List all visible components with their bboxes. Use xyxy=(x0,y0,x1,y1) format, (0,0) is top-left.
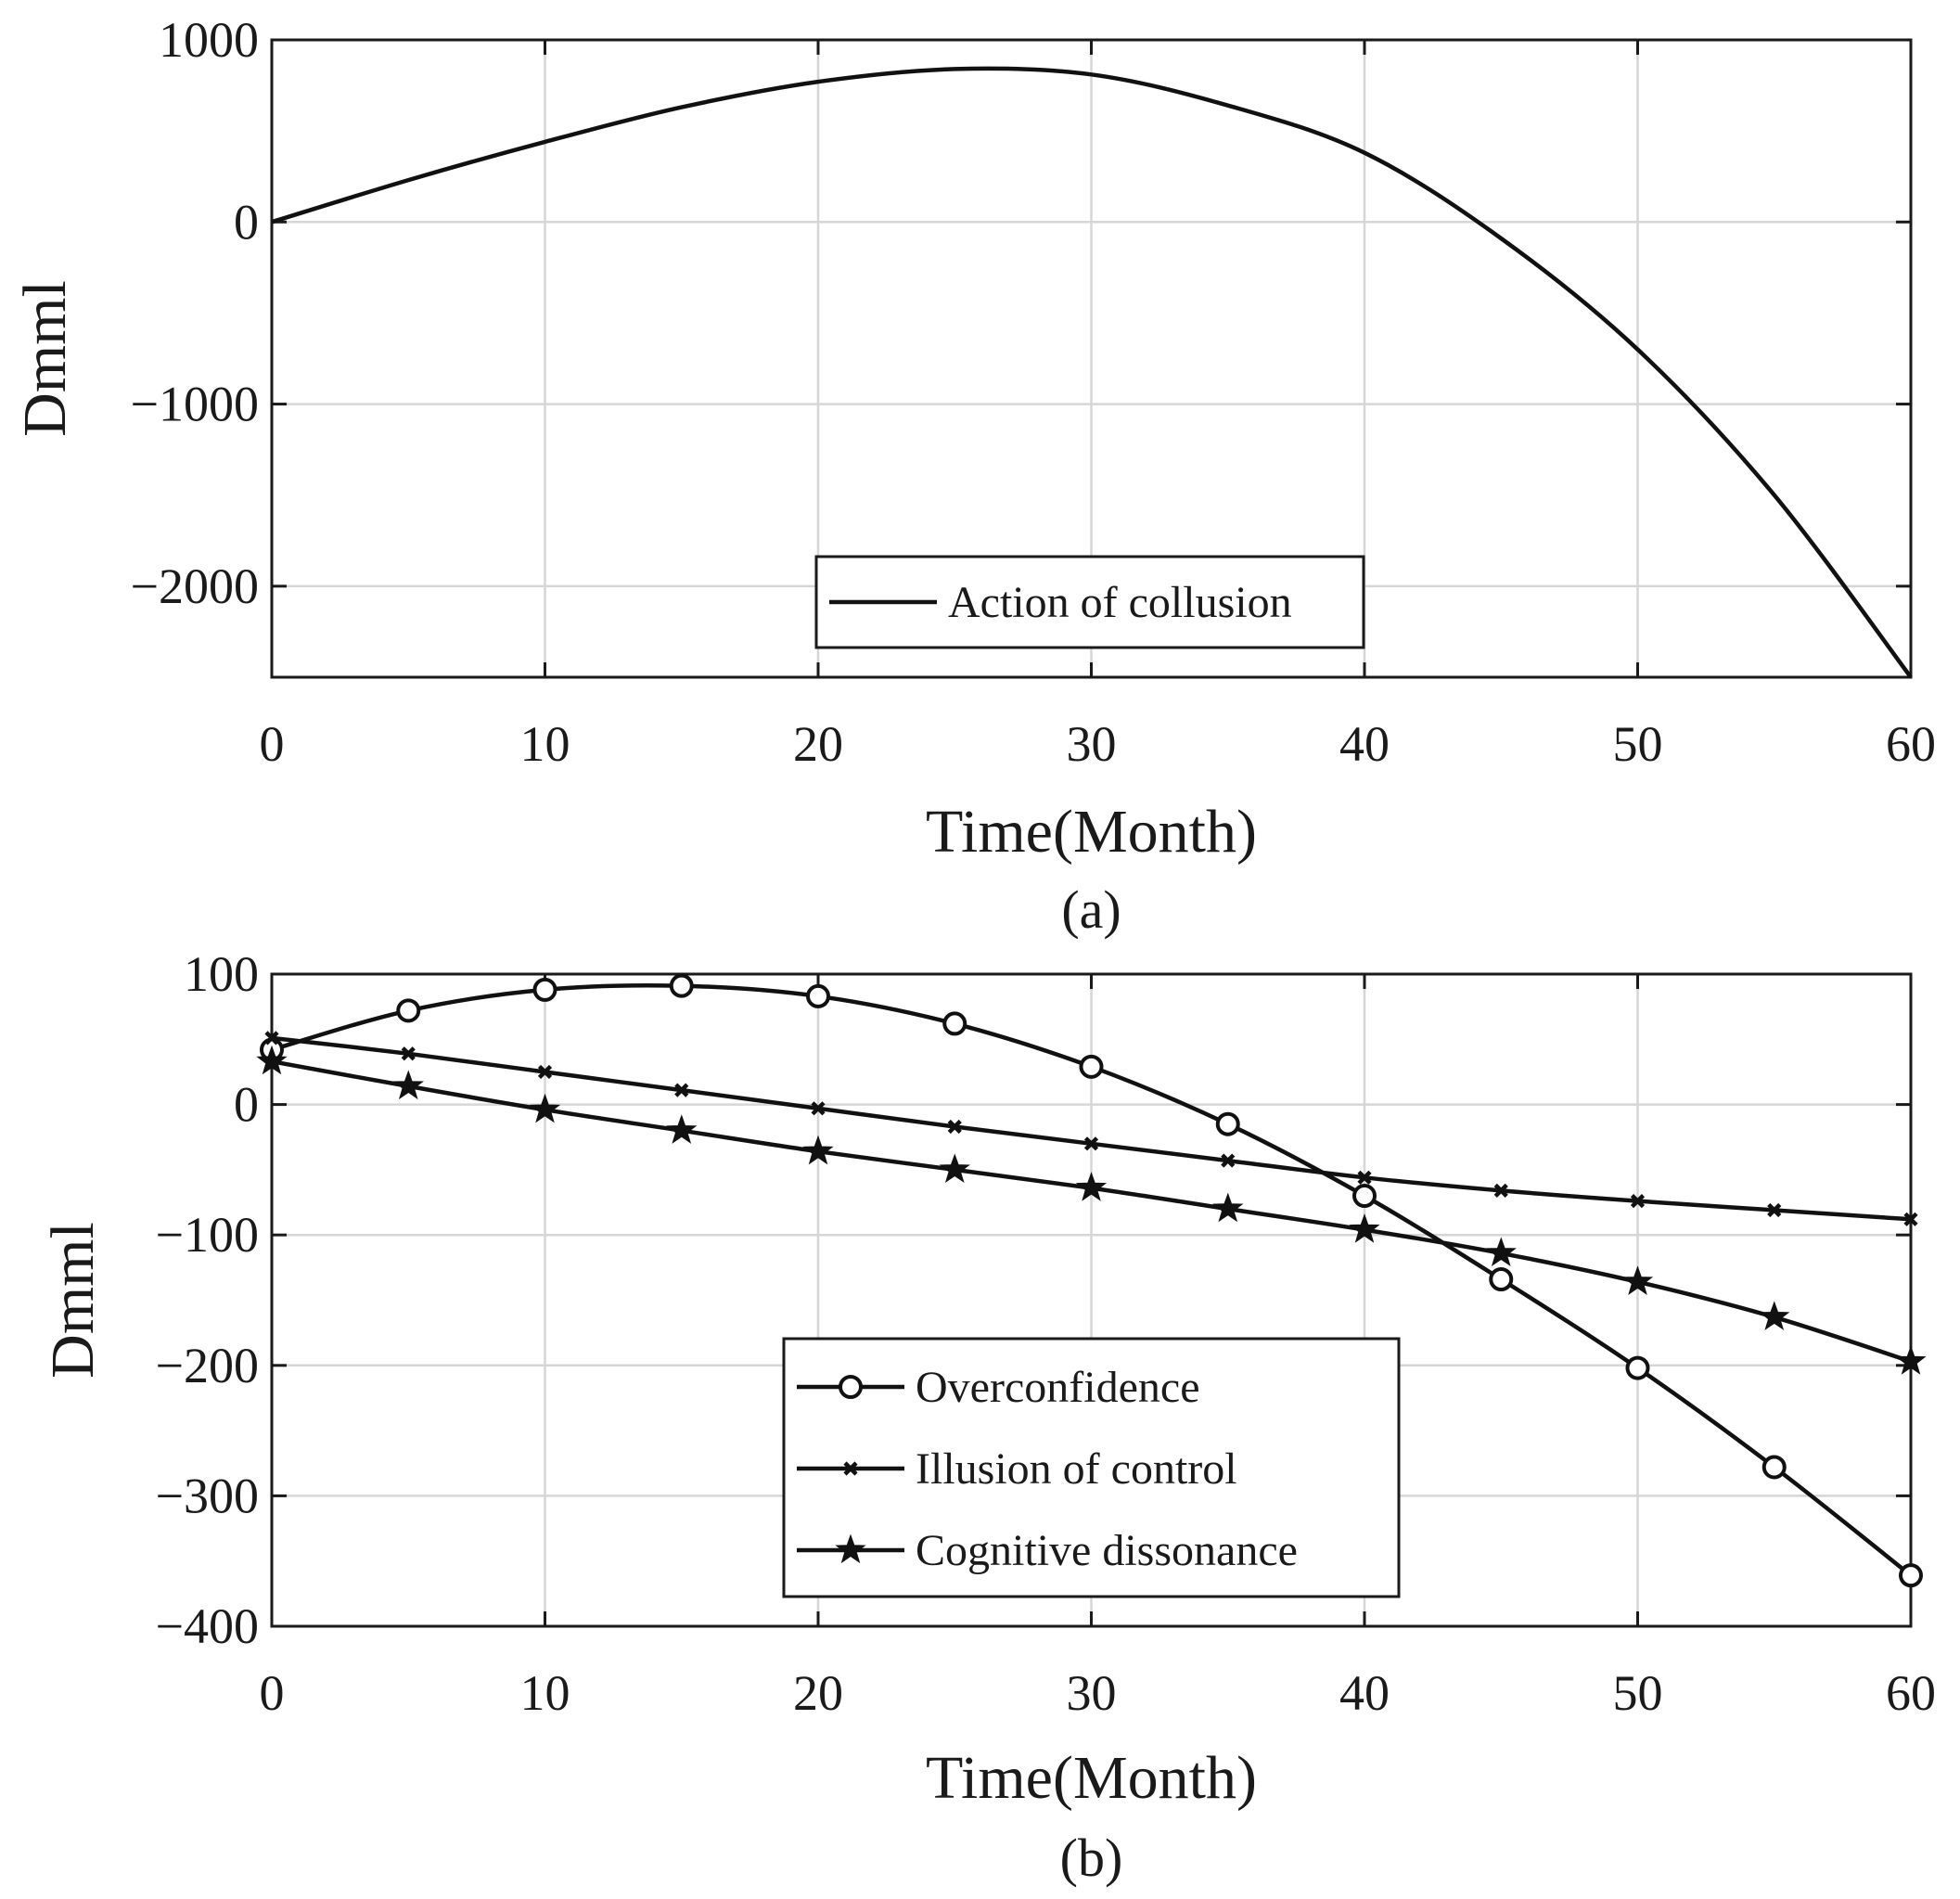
chart-panel-b: 0 10 20 30 40 50 60 100 0 −100 −200 −300 −400 Time(Mo… xyxy=(39,946,1936,1888)
marker-x xyxy=(537,1064,553,1080)
x-tick-label: 40 xyxy=(1339,716,1390,772)
y-tick-label: 0 xyxy=(234,1077,259,1133)
marker-star xyxy=(1621,1265,1654,1296)
marker-circle xyxy=(532,977,557,1002)
marker-circle xyxy=(1215,1111,1240,1136)
y-axis-title: Dmml xyxy=(39,1222,107,1379)
marker-x xyxy=(843,1461,858,1476)
x-tick-label: 10 xyxy=(520,1665,570,1721)
y-tick-label: −1000 xyxy=(131,377,259,432)
marker-star xyxy=(1895,1345,1927,1375)
marker-circle xyxy=(669,973,694,998)
y-tick-label: −300 xyxy=(156,1468,259,1523)
marker-x xyxy=(1493,1183,1508,1198)
marker-x xyxy=(1767,1202,1782,1218)
x-tick-label: 30 xyxy=(1067,716,1117,772)
x-axis-title: Time(Month) xyxy=(926,798,1257,866)
panel-caption: (a) xyxy=(1061,879,1121,940)
marker-x xyxy=(1221,1153,1236,1168)
marker-x xyxy=(674,1083,689,1097)
chart-panel-a: 0 10 20 30 40 50 60 1000 0 −1000 −2000 Time(Month) D… xyxy=(11,12,1936,940)
series-overconfidence xyxy=(260,973,1923,1588)
marker-star xyxy=(1212,1192,1244,1223)
x-tick-label: 10 xyxy=(520,716,570,772)
marker-x xyxy=(264,1031,279,1046)
marker-circle xyxy=(1079,1054,1104,1079)
marker-x xyxy=(1083,1136,1099,1151)
y-tick-label: −100 xyxy=(156,1207,259,1263)
marker-circle xyxy=(1899,1563,1923,1588)
marker-star xyxy=(1485,1237,1517,1267)
marker-star xyxy=(392,1070,424,1100)
marker-star xyxy=(666,1114,698,1144)
marker-star xyxy=(1349,1213,1380,1243)
marker-x xyxy=(947,1119,962,1135)
marker-circle xyxy=(1489,1267,1514,1292)
marker-circle xyxy=(839,1375,863,1399)
y-tick-label: −200 xyxy=(156,1338,259,1393)
marker-circle xyxy=(1761,1455,1787,1480)
x-tick-label: 60 xyxy=(1886,716,1936,772)
marker-circle xyxy=(1625,1355,1650,1380)
x-tick-label: 30 xyxy=(1067,1665,1117,1721)
marker-star xyxy=(1075,1172,1108,1201)
series-illusion-of-control xyxy=(264,1031,1918,1226)
x-tick-label: 50 xyxy=(1613,716,1663,772)
marker-x xyxy=(401,1046,416,1061)
marker-x xyxy=(1903,1212,1918,1226)
marker-circle xyxy=(396,998,421,1023)
legend-entry-label: Overconfidence xyxy=(916,1363,1200,1412)
legend: Overconfidence Illusion of control Cogniti… xyxy=(782,1337,1401,1598)
marker-star xyxy=(1759,1301,1790,1330)
y-tick-label: −400 xyxy=(156,1598,259,1654)
marker-star xyxy=(529,1093,561,1123)
legend-entry-label: Action of collusion xyxy=(948,578,1292,627)
legend: Action of collusion xyxy=(814,555,1365,649)
x-tick-label: 60 xyxy=(1886,1665,1936,1721)
x-tick-label: 20 xyxy=(793,716,843,772)
marker-star xyxy=(835,1533,866,1564)
y-tick-label: 0 xyxy=(234,194,259,250)
marker-x xyxy=(1357,1170,1372,1185)
panel-caption: (b) xyxy=(1060,1828,1123,1888)
x-tick-label: 0 xyxy=(260,1665,285,1721)
legend-entry-label: Cognitive dissonance xyxy=(916,1526,1298,1575)
marker-star xyxy=(256,1045,288,1075)
y-tick-label: 1000 xyxy=(159,12,259,68)
marker-star xyxy=(939,1153,970,1184)
y-tick-label: −2000 xyxy=(131,558,259,614)
marker-circle xyxy=(1352,1184,1377,1209)
y-axis-title: Dmml xyxy=(11,280,79,437)
marker-star xyxy=(802,1135,834,1165)
marker-circle xyxy=(942,1011,967,1036)
x-tick-label: 50 xyxy=(1613,1665,1663,1721)
x-tick-label: 40 xyxy=(1339,1665,1390,1721)
x-axis-title: Time(Month) xyxy=(926,1744,1257,1812)
series-cognitive-dissonance xyxy=(256,1045,1927,1375)
series-line xyxy=(271,66,1913,679)
marker-x xyxy=(811,1101,826,1116)
marker-x xyxy=(1630,1194,1646,1209)
legend-entry-label: Illusion of control xyxy=(916,1444,1237,1494)
series-action-of-collusion xyxy=(271,66,1913,679)
x-tick-label: 0 xyxy=(260,716,285,772)
x-tick-label: 20 xyxy=(793,1665,843,1721)
y-tick-label: 100 xyxy=(184,946,259,1002)
marker-circle xyxy=(806,983,830,1008)
